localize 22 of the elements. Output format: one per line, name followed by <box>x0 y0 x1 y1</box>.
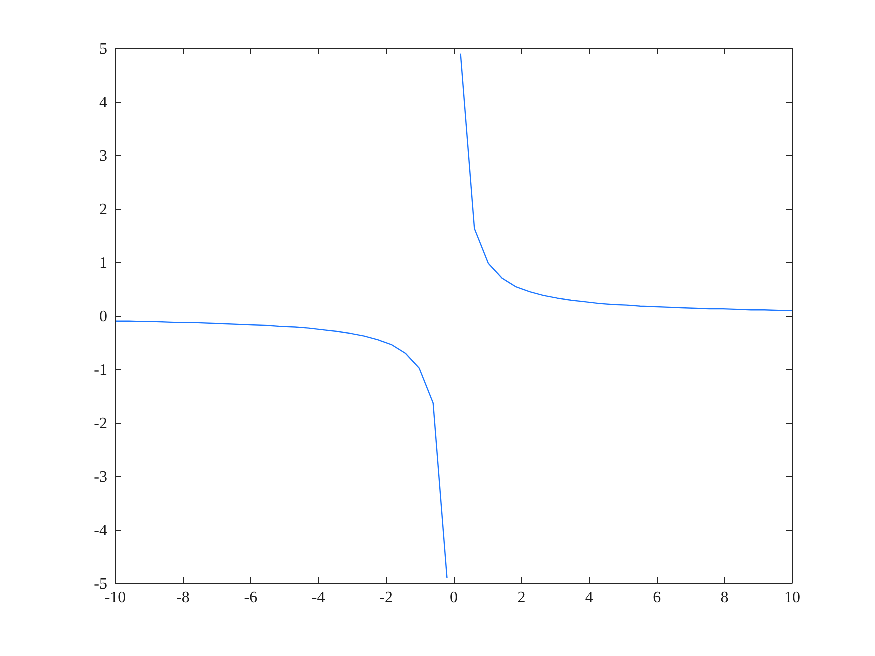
y-tick-label: 3 <box>100 148 108 165</box>
y-tick-label: 4 <box>100 94 108 112</box>
x-tick-label: -4 <box>312 590 326 606</box>
x-tick-label: -10 <box>104 590 126 606</box>
y-tick-label: 0 <box>100 308 108 326</box>
y-tick-label: 5 <box>100 41 108 58</box>
y-tick-label: -2 <box>94 416 108 432</box>
y-tick-label: 1 <box>100 255 108 272</box>
y-tick-label: -4 <box>94 522 108 540</box>
x-tick-label: 10 <box>784 590 800 606</box>
x-tick-label: 2 <box>518 590 526 606</box>
x-tick-label: 0 <box>450 590 458 606</box>
y-tick-label: 2 <box>100 202 108 218</box>
x-tick-label: -8 <box>176 590 190 606</box>
x-tick-label: 6 <box>653 590 662 606</box>
y-tick-label: -5 <box>94 576 108 593</box>
x-tick-label: -2 <box>380 590 393 606</box>
y-tick-label: -3 <box>94 469 108 486</box>
x-tick-label: 8 <box>720 590 729 606</box>
y-tick-label: -1 <box>94 362 108 379</box>
x-tick-label: -6 <box>244 590 258 606</box>
x-tick-label: 4 <box>585 590 594 606</box>
